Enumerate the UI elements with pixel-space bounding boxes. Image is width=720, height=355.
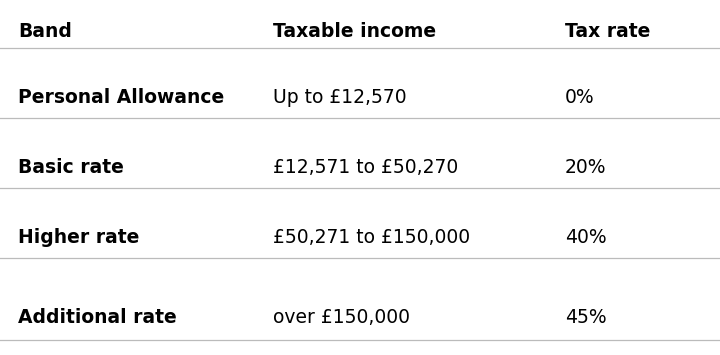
Text: Taxable income: Taxable income [273,22,436,41]
Text: Higher rate: Higher rate [18,228,140,247]
Text: £50,271 to £150,000: £50,271 to £150,000 [273,228,470,247]
Text: Personal Allowance: Personal Allowance [18,88,224,107]
Text: 40%: 40% [565,228,607,247]
Text: 0%: 0% [565,88,595,107]
Text: Basic rate: Basic rate [18,158,124,177]
Text: over £150,000: over £150,000 [273,308,410,327]
Text: 20%: 20% [565,158,606,177]
Text: Additional rate: Additional rate [18,308,176,327]
Text: Tax rate: Tax rate [565,22,650,41]
Text: Up to £12,570: Up to £12,570 [273,88,407,107]
Text: Band: Band [18,22,72,41]
Text: £12,571 to £50,270: £12,571 to £50,270 [273,158,458,177]
Text: 45%: 45% [565,308,607,327]
